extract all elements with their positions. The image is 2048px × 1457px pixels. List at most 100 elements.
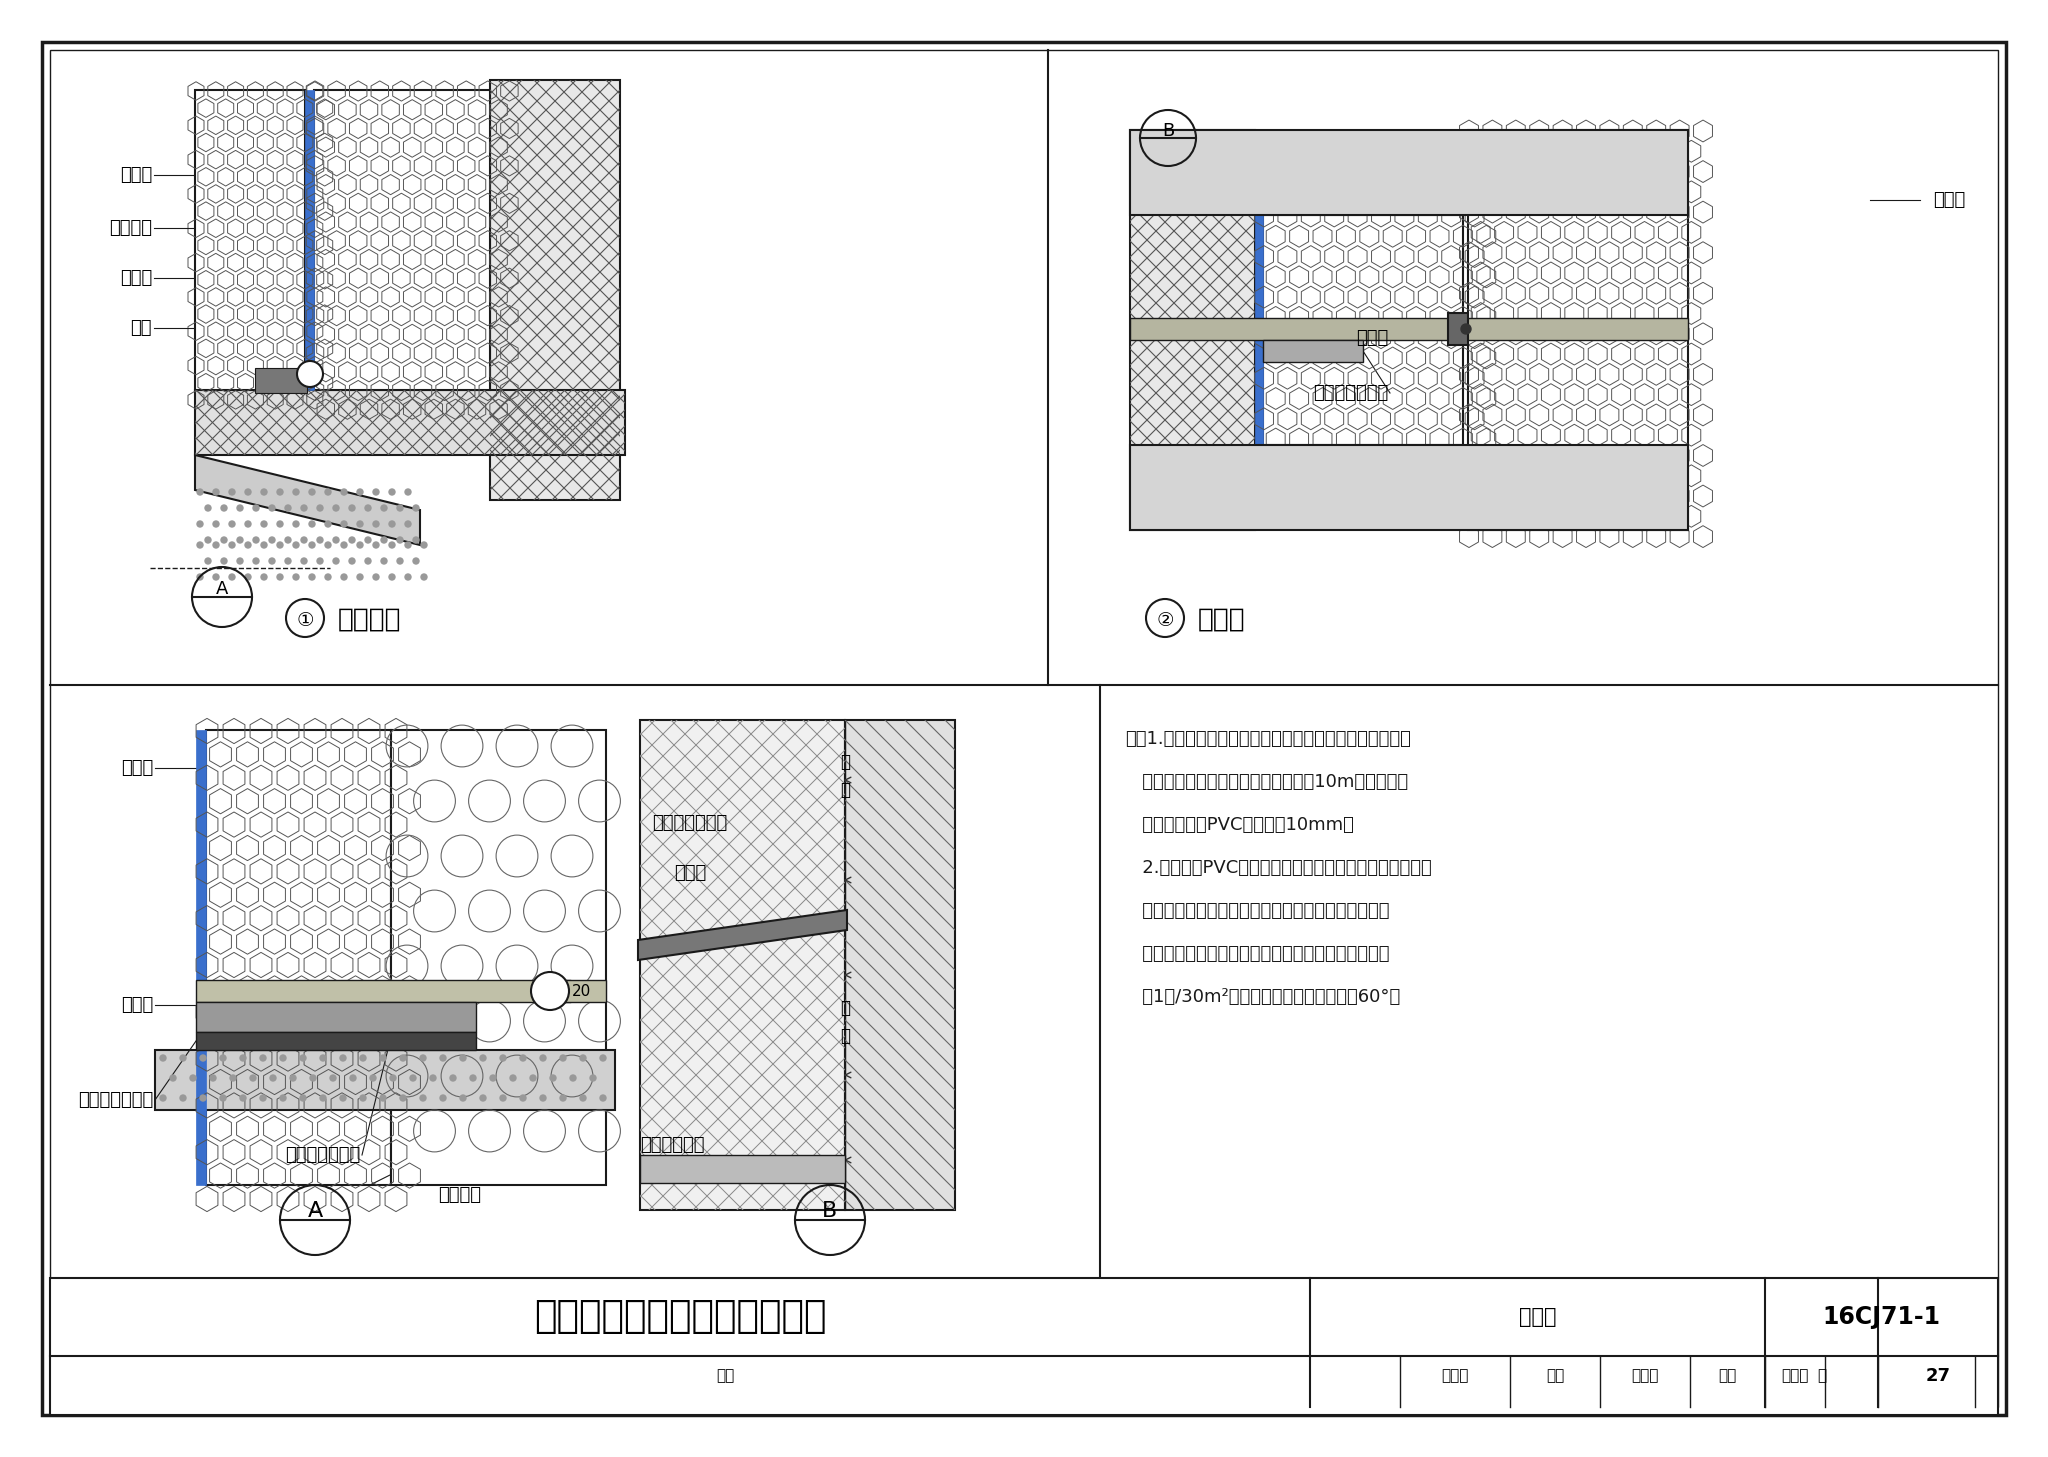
- Bar: [1130, 130, 1255, 530]
- Bar: [846, 720, 954, 1209]
- Bar: [489, 80, 621, 500]
- Bar: [489, 80, 621, 500]
- Circle shape: [569, 1075, 575, 1081]
- Bar: [195, 390, 625, 455]
- Bar: [639, 720, 846, 1209]
- Bar: [195, 390, 625, 455]
- Polygon shape: [195, 455, 420, 545]
- Bar: [639, 720, 846, 1209]
- Circle shape: [430, 1075, 436, 1081]
- Text: 硅酮耐候密封胶: 硅酮耐候密封胶: [653, 814, 727, 832]
- Bar: [195, 390, 625, 455]
- Bar: [846, 720, 954, 1209]
- Bar: [489, 80, 621, 500]
- Bar: [639, 720, 846, 1209]
- Bar: [256, 369, 307, 393]
- Bar: [489, 80, 621, 500]
- Bar: [195, 390, 625, 455]
- Bar: [639, 720, 846, 1209]
- Bar: [1130, 130, 1255, 530]
- Bar: [195, 390, 625, 455]
- Bar: [1130, 130, 1255, 530]
- Bar: [195, 390, 625, 455]
- Circle shape: [381, 538, 387, 543]
- Bar: [195, 390, 625, 455]
- Text: 排水管: 排水管: [119, 270, 152, 287]
- Bar: [195, 390, 625, 455]
- Bar: [197, 730, 207, 1185]
- Bar: [489, 80, 621, 500]
- Bar: [1130, 130, 1255, 530]
- Circle shape: [301, 538, 307, 543]
- Circle shape: [293, 522, 299, 527]
- Circle shape: [197, 542, 203, 548]
- Circle shape: [500, 1096, 506, 1101]
- Circle shape: [285, 538, 291, 543]
- Bar: [195, 390, 625, 455]
- Bar: [1130, 130, 1255, 530]
- Bar: [489, 80, 621, 500]
- Circle shape: [240, 1096, 246, 1101]
- Bar: [195, 390, 625, 455]
- Bar: [846, 720, 954, 1209]
- Bar: [489, 80, 621, 500]
- Bar: [1130, 130, 1255, 530]
- Bar: [1264, 216, 1462, 444]
- Circle shape: [590, 1075, 596, 1081]
- Bar: [639, 720, 846, 1209]
- Circle shape: [406, 542, 412, 548]
- Bar: [1130, 130, 1255, 530]
- Bar: [195, 390, 625, 455]
- Bar: [489, 80, 621, 500]
- Bar: [1130, 130, 1255, 530]
- Bar: [489, 80, 621, 500]
- Circle shape: [240, 1055, 246, 1061]
- Circle shape: [356, 490, 362, 495]
- Circle shape: [559, 1096, 565, 1101]
- Bar: [195, 390, 625, 455]
- Bar: [156, 1050, 614, 1110]
- Bar: [1130, 130, 1255, 530]
- Bar: [489, 80, 621, 500]
- Bar: [639, 720, 846, 1209]
- Bar: [489, 80, 621, 500]
- Bar: [489, 80, 621, 500]
- Bar: [195, 390, 625, 455]
- Bar: [639, 720, 846, 1209]
- Bar: [195, 390, 625, 455]
- Circle shape: [268, 558, 274, 564]
- Circle shape: [541, 1055, 547, 1061]
- Bar: [1130, 130, 1255, 530]
- Bar: [1130, 130, 1255, 530]
- Bar: [639, 720, 846, 1209]
- Bar: [846, 720, 954, 1209]
- Bar: [195, 390, 625, 455]
- Bar: [489, 80, 621, 500]
- Bar: [1130, 130, 1255, 530]
- Bar: [639, 720, 846, 1209]
- Bar: [1130, 130, 1255, 530]
- Bar: [195, 390, 625, 455]
- Bar: [639, 720, 846, 1209]
- Bar: [639, 720, 846, 1209]
- Bar: [195, 390, 625, 455]
- Circle shape: [541, 1096, 547, 1101]
- Bar: [195, 390, 625, 455]
- Bar: [49, 1278, 1999, 1415]
- Circle shape: [326, 522, 332, 527]
- Bar: [639, 720, 846, 1209]
- Bar: [1130, 130, 1255, 530]
- Bar: [1130, 130, 1255, 530]
- Bar: [489, 80, 621, 500]
- Bar: [846, 720, 954, 1209]
- Circle shape: [389, 490, 395, 495]
- Bar: [639, 720, 846, 1209]
- Bar: [195, 390, 625, 455]
- Circle shape: [309, 574, 315, 580]
- Bar: [1130, 130, 1255, 530]
- Bar: [639, 720, 846, 1209]
- Bar: [489, 80, 621, 500]
- Bar: [1130, 130, 1255, 530]
- Text: 黄国芳: 黄国芳: [1782, 1368, 1808, 1384]
- Bar: [1130, 130, 1255, 530]
